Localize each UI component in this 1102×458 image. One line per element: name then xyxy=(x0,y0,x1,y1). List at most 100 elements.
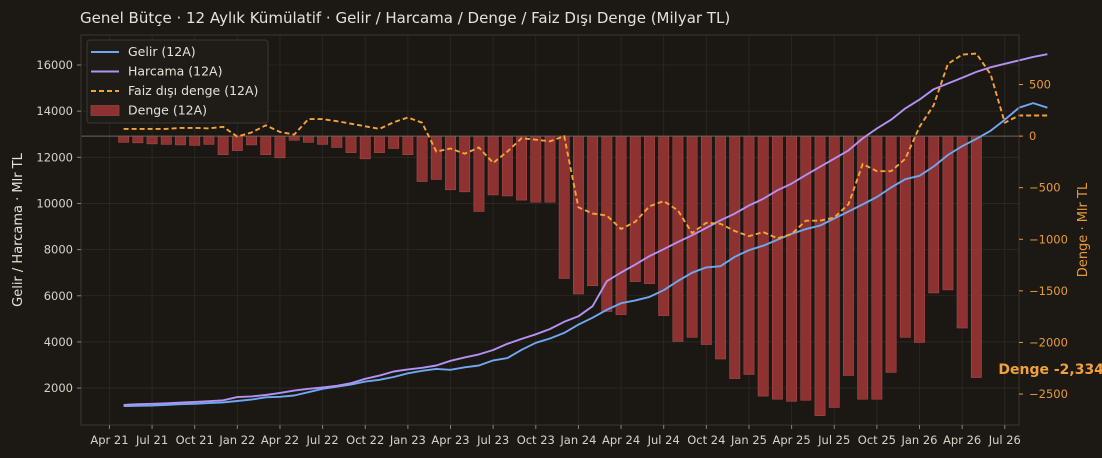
y-tick-label-left: 14000 xyxy=(36,104,73,118)
x-tick-label: Jan 24 xyxy=(559,433,596,447)
x-tick-label: Apr 24 xyxy=(602,433,640,447)
denge-bar xyxy=(416,135,428,182)
legend-label: Faiz dışı denge (12A) xyxy=(128,83,258,98)
x-tick-label: Apr 22 xyxy=(261,433,299,447)
legend-label: Gelir (12A) xyxy=(128,44,196,59)
denge-bar xyxy=(899,135,911,338)
denge-bars xyxy=(118,135,982,417)
denge-bar xyxy=(814,135,826,417)
denge-bar xyxy=(274,135,286,159)
legend-box xyxy=(86,39,269,124)
denge-bar xyxy=(160,135,172,145)
denge-annotation: Denge -2,334 xyxy=(998,362,1102,378)
denge-bar xyxy=(843,135,854,376)
denge-bar xyxy=(217,135,229,155)
denge-bar xyxy=(317,135,329,145)
denge-bar xyxy=(786,135,798,402)
gelir-line xyxy=(123,102,1048,408)
denge-bar xyxy=(203,135,215,145)
x-tick-label: Jul 25 xyxy=(817,433,850,447)
y-tick-label-right: −2000 xyxy=(1029,335,1068,349)
denge-bar xyxy=(345,135,357,153)
x-tick-label: Jul 21 xyxy=(135,433,168,447)
denge-bar xyxy=(743,135,755,375)
y-tick-label-left: 12000 xyxy=(36,150,73,164)
denge-bar xyxy=(914,135,925,343)
x-tick-label: Oct 23 xyxy=(517,433,555,447)
denge-bar xyxy=(573,135,584,295)
denge-bar xyxy=(388,135,400,149)
x-tick-label: Oct 21 xyxy=(176,433,214,447)
denge-bar xyxy=(615,135,627,315)
x-tick-label: Oct 24 xyxy=(687,433,725,447)
y-tick-label-left: 2000 xyxy=(44,381,73,395)
denge-bar xyxy=(459,135,471,193)
denge-bar xyxy=(828,135,840,408)
denge-bar xyxy=(544,135,556,203)
y-tick-label-right: 500 xyxy=(1029,78,1051,92)
denge-bar xyxy=(189,135,201,146)
x-tick-label: Oct 25 xyxy=(858,433,896,447)
annotations: Denge -2,334 xyxy=(998,362,1102,378)
denge-bar xyxy=(231,135,243,151)
x-tick-label: Jan 22 xyxy=(218,433,255,447)
denge-bar xyxy=(445,135,456,191)
denge-bar xyxy=(672,135,684,342)
legend-label: Harcama (12A) xyxy=(128,64,222,79)
y-tick-label-right: −2500 xyxy=(1029,387,1068,401)
denge-bar xyxy=(118,135,130,143)
x-tick-label: Jul 26 xyxy=(988,433,1021,447)
y-tick-label-left: 4000 xyxy=(44,335,73,349)
chart-title: Genel Bütçe · 12 Aylık Kümülatif · Gelir… xyxy=(80,9,730,27)
denge-bar xyxy=(757,135,769,397)
y-tick-label-left: 6000 xyxy=(44,289,73,303)
denge-bar xyxy=(530,135,542,203)
denge-bar xyxy=(246,135,257,146)
y-tick-label-left: 10000 xyxy=(36,196,73,210)
x-tick-label: Jul 24 xyxy=(647,433,680,447)
x-tick-label: Oct 22 xyxy=(346,433,384,447)
denge-bar xyxy=(501,135,513,197)
denge-bar xyxy=(402,135,414,155)
denge-bar xyxy=(942,135,954,291)
y-axis-label-left: Gelir / Harcama · Mlr TL xyxy=(11,152,26,306)
x-tick-label: Jan 23 xyxy=(389,433,426,447)
denge-bar xyxy=(331,135,343,148)
denge-bar xyxy=(146,135,158,145)
denge-bar xyxy=(302,135,314,143)
denge-bar xyxy=(715,135,726,360)
x-tick-label: Apr 23 xyxy=(431,433,469,447)
denge-bar xyxy=(928,135,940,294)
x-tick-label: Apr 25 xyxy=(773,433,811,447)
denge-bar xyxy=(516,135,527,201)
denge-bar xyxy=(587,135,599,287)
x-tick-label: Jul 22 xyxy=(306,433,339,447)
y-axis-label-right: Denge · Mlr TL xyxy=(1076,182,1091,277)
y-tick-label-left: 16000 xyxy=(36,58,73,72)
denge-bar xyxy=(970,135,982,378)
legend-swatch xyxy=(90,105,120,116)
x-tick-label: Jan 26 xyxy=(900,433,937,447)
y-tick-label-right: 0 xyxy=(1029,129,1036,143)
plot-frame xyxy=(80,34,1020,426)
denge-bar xyxy=(359,135,371,160)
y-tick-label-right: −1000 xyxy=(1029,232,1068,246)
harcama-line xyxy=(123,53,1048,406)
x-tick-label: Apr 21 xyxy=(90,433,128,447)
legend-label: Denge (12A) xyxy=(128,103,207,118)
denge-bar xyxy=(956,135,968,329)
denge-bar xyxy=(871,135,883,400)
y-tick-label-left: 8000 xyxy=(44,243,73,257)
x-tick-label: Jan 25 xyxy=(730,433,767,447)
series-lines xyxy=(123,52,1048,408)
denge-bar xyxy=(558,135,570,279)
denge-bar xyxy=(175,135,186,146)
legend: Gelir (12A) Harcama (12A) Faiz dışı denge … xyxy=(86,39,269,124)
denge-bar xyxy=(487,135,499,196)
denge-bar xyxy=(374,135,385,153)
denge-bar xyxy=(260,135,272,155)
denge-bar xyxy=(700,135,712,345)
axes: Apr 21 Jul 21 Oct 21 Jan 22 Apr 22 Jul 22 Oct … xyxy=(36,34,1068,447)
y-tick-label-right: −1500 xyxy=(1029,284,1068,298)
